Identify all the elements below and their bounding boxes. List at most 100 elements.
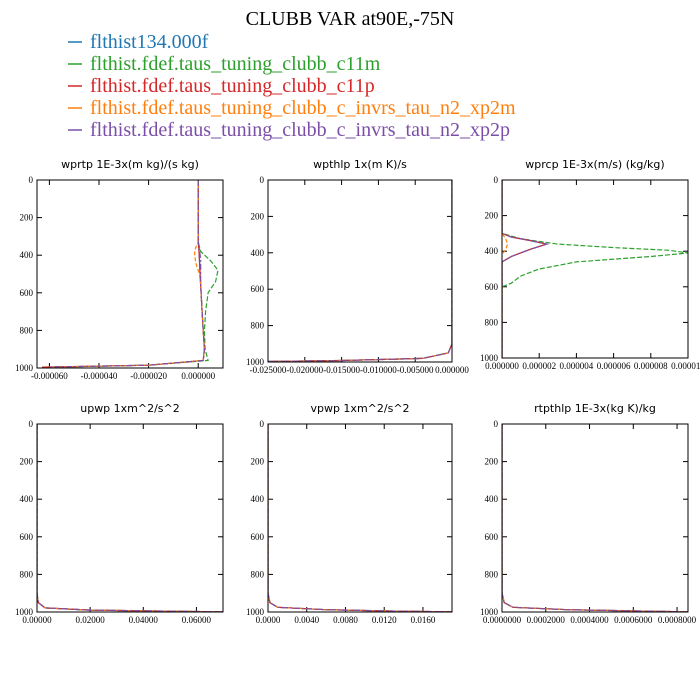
series-line <box>502 424 688 612</box>
series-line <box>502 424 688 612</box>
series-group <box>268 424 452 612</box>
x-tick-label: 0.0008000 <box>658 615 697 625</box>
series-group <box>502 424 688 612</box>
series-line <box>49 180 206 368</box>
y-tick-label: 400 <box>20 494 34 504</box>
series-line <box>502 424 688 612</box>
x-tick-label: 0.0000 <box>256 615 281 625</box>
x-tick-label: 0.000008 <box>634 361 668 371</box>
panel-title: rtpthlp 1E-3x(kg K)/kg <box>534 402 656 415</box>
x-tick-label: -0.015000 <box>323 365 360 375</box>
legend-label: flthist.fdef.taus_tuning_clubb_c_invrs_t… <box>90 119 510 141</box>
x-tick-label: 0.00000 <box>22 615 52 625</box>
y-tick-label: 600 <box>20 532 34 542</box>
y-tick-label: 800 <box>485 569 499 579</box>
legend: flthist134.000f flthist.fdef.taus_tuning_… <box>68 31 516 141</box>
y-tick-label: 0 <box>29 175 34 185</box>
x-tick-label: 0.06000 <box>182 615 212 625</box>
legend-label: flthist134.000f <box>90 31 209 53</box>
x-tick-label: 0.0120 <box>372 615 397 625</box>
y-tick-label: 0 <box>29 419 34 429</box>
series-line <box>268 424 452 612</box>
y-tick-label: 0 <box>494 419 499 429</box>
series-line <box>37 424 223 612</box>
series-line <box>268 180 452 362</box>
x-tick-label: 0.0000000 <box>483 615 522 625</box>
y-tick-label: 0 <box>260 175 265 185</box>
series-line <box>49 180 206 368</box>
plot-frame <box>267 423 453 613</box>
series-group <box>37 424 223 612</box>
series-line <box>37 424 223 612</box>
series-line <box>49 180 206 368</box>
y-tick-label: 400 <box>251 248 265 258</box>
series-line <box>268 424 452 612</box>
x-tick-label: 0.000000 <box>435 365 469 375</box>
y-tick-label: 600 <box>485 282 499 292</box>
series-line <box>502 424 688 612</box>
series-line <box>502 180 688 358</box>
x-tick-label: 0.000004 <box>560 361 594 371</box>
panel-title: wprcp 1E-3x(m/s) (kg/kg) <box>525 158 664 171</box>
y-tick-label: 200 <box>485 457 499 467</box>
series-line <box>502 180 549 358</box>
y-tick-label: 1000 <box>246 357 265 367</box>
series-line <box>268 180 452 362</box>
y-tick-label: 800 <box>20 569 34 579</box>
panels: wprtp 1E-3x(m kg)/(s kg) 0 200 400 600 800 100… <box>15 158 700 625</box>
panel: rtpthlp 1E-3x(kg K)/kg020040060080010000… <box>480 402 697 625</box>
series-line <box>37 424 223 612</box>
y-tick-label: 1000 <box>480 607 499 617</box>
series-group <box>502 180 688 358</box>
series-line <box>268 424 452 612</box>
y-tick-label: 200 <box>485 211 499 221</box>
y-tick-label: 400 <box>251 494 265 504</box>
plot-frame <box>267 179 453 363</box>
series-line <box>502 180 549 358</box>
x-tick-label: 0.000010 <box>671 361 700 371</box>
y-tick-label: 400 <box>20 250 34 260</box>
series-line <box>268 424 452 612</box>
y-tick-label: 200 <box>251 211 265 221</box>
x-tick-label: 0.000000 <box>485 361 519 371</box>
x-tick-label: 0.000000 <box>181 371 215 381</box>
series-line <box>502 180 509 358</box>
x-tick-label: -0.020000 <box>286 365 323 375</box>
series-line <box>37 424 223 612</box>
panel-title: wprtp 1E-3x(m kg)/(s kg) <box>61 158 199 171</box>
plot-frame <box>501 179 689 359</box>
x-tick-label: 0.0006000 <box>614 615 653 625</box>
plot-frame <box>36 179 224 369</box>
panel: vpwp 1xm^2/s^2 0 200 400 600 800 10000.0000 0.0… <box>246 402 453 625</box>
y-tick-label: 200 <box>251 457 265 467</box>
x-tick-label: 0.0002000 <box>527 615 566 625</box>
panel: wprtp 1E-3x(m kg)/(s kg) 0 200 400 600 800 100… <box>15 158 224 381</box>
series-line <box>37 424 223 612</box>
plot-frame <box>501 423 689 613</box>
panel-title: vpwp 1xm^2/s^2 <box>310 402 409 415</box>
y-tick-label: 800 <box>251 569 265 579</box>
y-tick-label: 400 <box>485 246 499 256</box>
legend-label: flthist.fdef.taus_tuning_clubb_c11p <box>90 75 375 97</box>
y-tick-label: 1000 <box>480 353 499 363</box>
x-tick-label: -0.025000 <box>250 365 287 375</box>
legend-label: flthist.fdef.taus_tuning_clubb_c_invrs_t… <box>90 97 516 119</box>
y-tick-label: 1000 <box>15 363 34 373</box>
y-tick-label: 600 <box>251 532 265 542</box>
y-tick-label: 800 <box>485 317 499 327</box>
x-tick-label: 0.000006 <box>597 361 631 371</box>
y-tick-label: 800 <box>251 321 265 331</box>
panel-title: wpthlp 1x(m K)/s <box>313 158 407 171</box>
x-tick-label: -0.000060 <box>31 371 68 381</box>
series-line <box>41 180 206 368</box>
figure-title: CLUBB VAR at90E,-75N <box>246 8 455 30</box>
x-tick-label: 0.000002 <box>522 361 556 371</box>
x-tick-label: 0.04000 <box>129 615 159 625</box>
y-tick-label: 600 <box>251 284 265 294</box>
y-tick-label: 1000 <box>246 607 265 617</box>
x-tick-label: 0.0080 <box>333 615 358 625</box>
x-tick-label: -0.000040 <box>81 371 118 381</box>
series-line <box>268 180 452 362</box>
series-group <box>268 180 452 362</box>
